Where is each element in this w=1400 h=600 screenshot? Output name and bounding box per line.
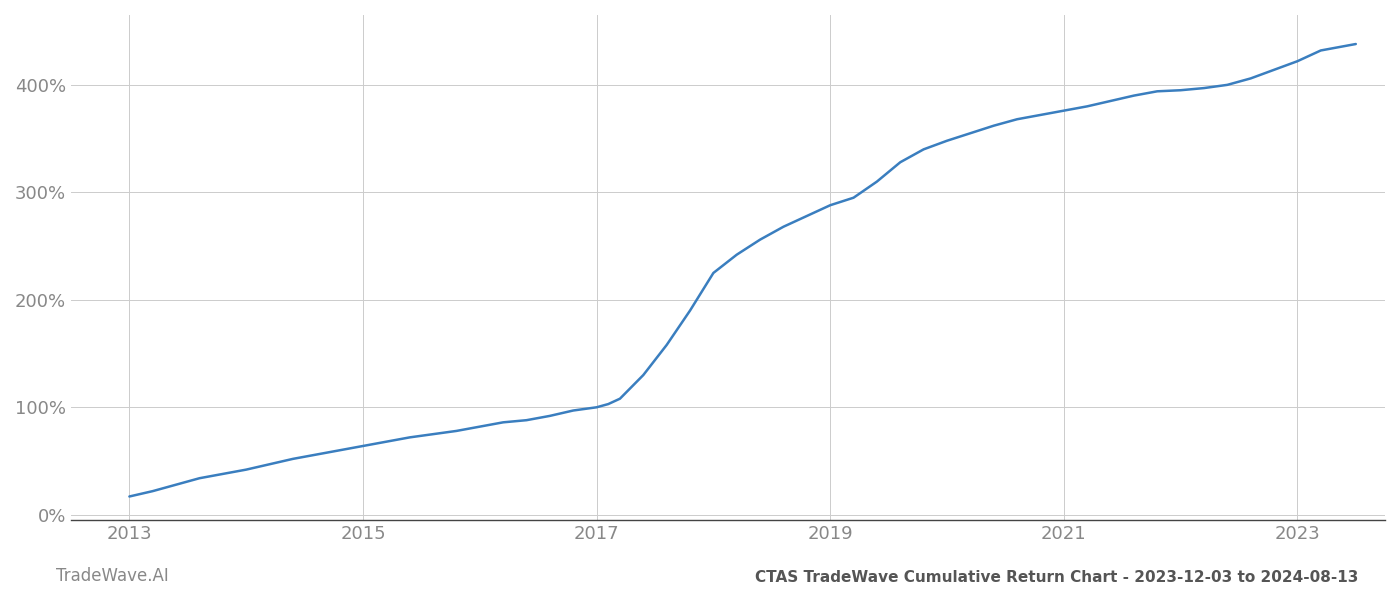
Text: CTAS TradeWave Cumulative Return Chart - 2023-12-03 to 2024-08-13: CTAS TradeWave Cumulative Return Chart -… (755, 570, 1358, 585)
Text: TradeWave.AI: TradeWave.AI (56, 567, 169, 585)
